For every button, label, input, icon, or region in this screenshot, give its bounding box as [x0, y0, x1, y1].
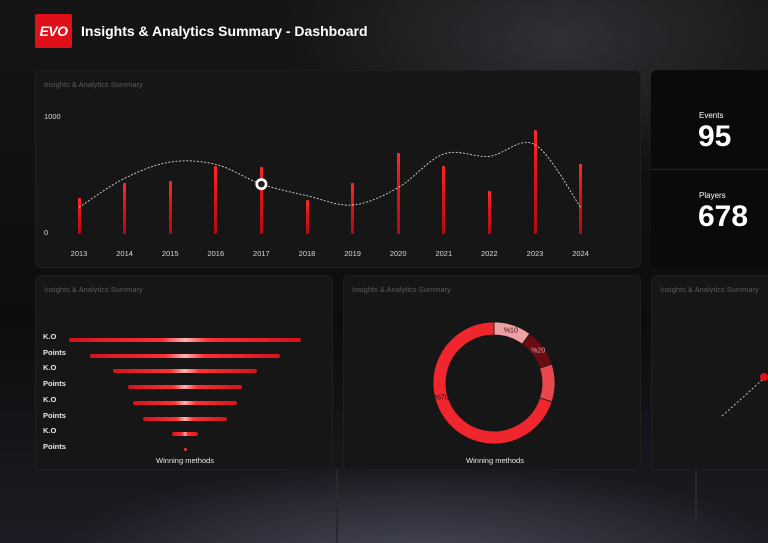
- third-card: Insights & Analytics Summary: [651, 275, 768, 470]
- main-chart-plot: 2013 2014 2015 2016 2017 2018 2019 2020 2021 2022…: [36, 71, 642, 269]
- x-tick-2020: 2020: [389, 249, 407, 258]
- funnel-label-2: K.O: [43, 363, 57, 373]
- bar-2021[interactable]: [442, 165, 446, 234]
- donut-card-title: Insights & Analytics Summary: [352, 285, 451, 294]
- x-tick-2021: 2021: [435, 249, 453, 258]
- funnel-card: Insights & Analytics Summary K.O Points K.…: [35, 275, 333, 470]
- x-tick-2013: 2013: [70, 249, 88, 258]
- bar-2023[interactable]: [533, 129, 537, 234]
- events-value: 95: [698, 120, 732, 153]
- x-tick-2023: 2023: [526, 249, 544, 258]
- third-card-title: Insights & Analytics Summary: [660, 285, 759, 294]
- funnel-label-7: Points: [43, 441, 66, 451]
- main-chart-title: Insights & Analytics Summary: [44, 80, 143, 89]
- donut-label-1: %20: [531, 347, 546, 355]
- stats-divider: [651, 169, 768, 170]
- bg-line-1: [336, 470, 338, 543]
- funnel-bar-3[interactable]: [128, 385, 242, 390]
- stats-card: Events 95 Players 678: [651, 70, 768, 268]
- y-tick-min: 0: [44, 228, 49, 237]
- donut-label-3: %70: [434, 394, 449, 402]
- funnel-bar-5[interactable]: [143, 416, 227, 421]
- players-value: 678: [698, 200, 749, 233]
- funnel-card-title: Insights & Analytics Summary: [44, 285, 143, 294]
- donut-label-0: %10: [503, 327, 518, 335]
- funnel-label-6: K.O: [43, 426, 57, 436]
- donut-chart: [432, 321, 556, 445]
- x-tick-2024: 2024: [572, 249, 589, 258]
- trend-line-svg: [78, 142, 581, 208]
- x-tick-2017: 2017: [253, 249, 270, 258]
- bar-2020[interactable]: [396, 152, 400, 234]
- funnel-caption: Winning methods: [156, 456, 214, 465]
- players-label: Players: [699, 191, 726, 200]
- bar-2014[interactable]: [123, 182, 127, 234]
- main-chart-card: Insights & Analytics Summary 1000 0 2013…: [35, 70, 641, 268]
- funnel-bar-7[interactable]: [183, 447, 187, 451]
- page-title: Insights & Analytics Summary - Dashboard: [81, 23, 368, 39]
- funnel-bar-0[interactable]: [69, 338, 301, 342]
- third-card-line: [721, 373, 768, 417]
- funnel-bar-4[interactable]: [132, 400, 238, 405]
- funnel-label-3: Points: [43, 379, 66, 389]
- x-tick-2022: 2022: [481, 249, 498, 258]
- funnel-bar-1[interactable]: [89, 353, 281, 358]
- funnel-bar-2[interactable]: [113, 369, 257, 374]
- bar-2013[interactable]: [77, 198, 81, 234]
- bar-2022[interactable]: [487, 191, 491, 234]
- x-tick-2015: 2015: [161, 249, 179, 258]
- funnel-label-0: K.O: [43, 332, 57, 341]
- donut-card: Insights & Analytics Summary %10 %20 %70 W…: [343, 275, 641, 470]
- trend-line: [78, 142, 581, 208]
- funnel-label-4: K.O: [43, 394, 57, 404]
- highlight-point: [258, 180, 265, 188]
- funnel-bar-6[interactable]: [172, 432, 198, 437]
- bar-2015[interactable]: [168, 180, 172, 234]
- funnel-label-1: Points: [43, 347, 66, 357]
- x-tick-2019: 2019: [344, 249, 361, 258]
- bg-line-2: [695, 470, 697, 520]
- x-tick-2018: 2018: [298, 249, 316, 258]
- donut-segment-3: [432, 321, 553, 445]
- bar-2024[interactable]: [579, 164, 583, 234]
- x-tick-2016: 2016: [207, 249, 225, 258]
- donut-caption: Winning methods: [466, 456, 524, 465]
- bar-2016[interactable]: [214, 165, 218, 234]
- funnel-label-5: Points: [43, 410, 66, 420]
- events-label: Events: [699, 111, 724, 120]
- header: EVO Insights & Analytics Summary - Dashb…: [0, 0, 768, 62]
- bar-2019[interactable]: [351, 182, 355, 234]
- x-tick-2014: 2014: [116, 249, 133, 258]
- bar-2018[interactable]: [305, 200, 309, 234]
- y-tick-max: 1000: [44, 112, 61, 121]
- donut-segment-2: [539, 363, 556, 403]
- third-card-point: [760, 373, 768, 381]
- bar-2017[interactable]: [259, 166, 263, 234]
- evo-logo[interactable]: EVO: [35, 14, 72, 48]
